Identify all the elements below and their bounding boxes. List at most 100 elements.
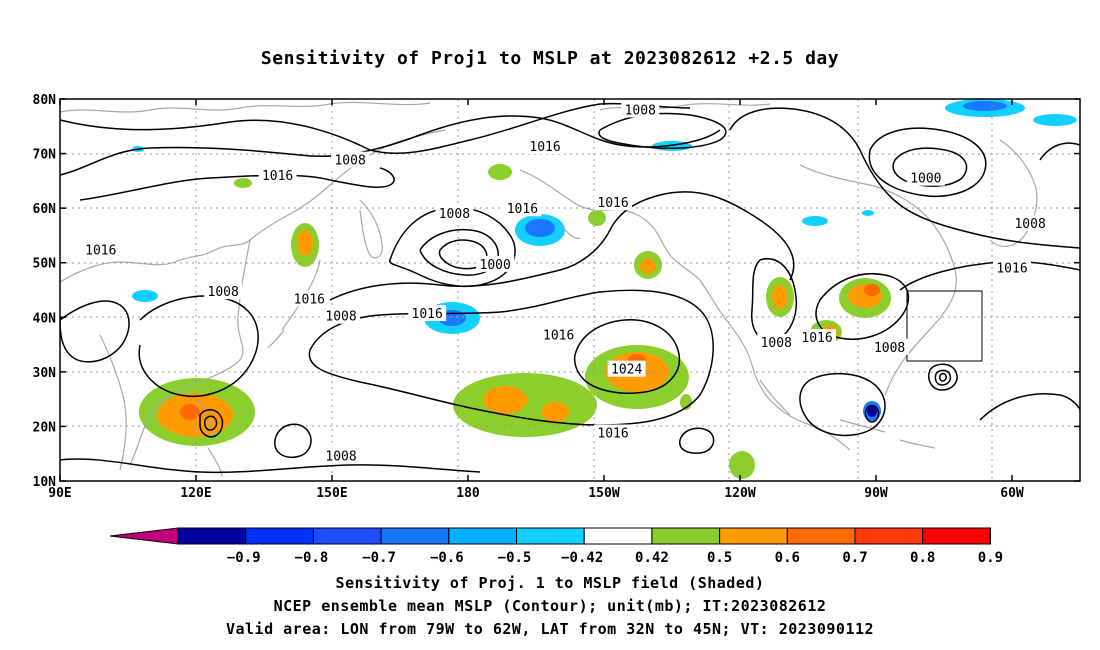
contour-label: 1024	[611, 363, 642, 378]
contour-label-background	[204, 283, 243, 300]
lat-tick-label: 40N	[33, 311, 57, 326]
caption-shading: Sensitivity of Proj. 1 to MSLP field (Sh…	[335, 574, 765, 592]
contour-label: 1016	[543, 328, 574, 343]
negative-sensitivity-area	[862, 210, 874, 216]
lon-tick-label: 120W	[724, 486, 755, 501]
lat-tick-label: 50N	[33, 257, 57, 272]
lat-tick-label: 80N	[33, 93, 57, 108]
contour-label: 1016	[85, 244, 116, 259]
positive-sensitivity-area	[588, 210, 606, 226]
isobar	[274, 423, 312, 459]
contour-label: 1008	[208, 285, 239, 300]
lat-tick-label: 60N	[33, 202, 57, 217]
contour-label-background	[331, 151, 370, 168]
colorbar-label: −0.9	[227, 550, 261, 566]
colorbar-label: 0.8	[910, 550, 935, 566]
lon-tick-label: 90W	[864, 486, 888, 501]
lon-tick-label: 150E	[316, 486, 347, 501]
colorbar-swatch	[854, 527, 924, 545]
contour-label-background	[81, 241, 120, 258]
colorbar-label: −0.6	[430, 550, 464, 566]
contour-label-background	[594, 424, 633, 441]
contour-label-background	[322, 447, 361, 464]
isobar	[679, 427, 715, 454]
contour-label: 1008	[1014, 217, 1045, 232]
coastline-kamchatka	[359, 199, 383, 259]
isobar	[199, 409, 224, 438]
isobar	[60, 300, 130, 363]
contour-label: 1016	[294, 292, 325, 307]
contour-label: 1008	[325, 310, 356, 325]
contour-label: 1016	[996, 262, 1027, 277]
caption-valid-area: Valid area: LON from 79W to 62W, LAT fro…	[225, 620, 875, 638]
lon-tick-label: 150W	[588, 486, 619, 501]
contour-label-background	[503, 200, 542, 217]
lon-tick-label: 90E	[48, 486, 71, 501]
contour-label: 1000	[910, 172, 941, 187]
contour-label: 1000	[480, 258, 511, 273]
contour-label-background	[539, 326, 578, 343]
colorbar-swatch	[380, 527, 450, 545]
contour-label-background	[993, 259, 1031, 276]
isobar	[899, 260, 1080, 291]
contour-label: 1016	[529, 140, 560, 155]
positive-sensitivity-area	[640, 258, 656, 274]
isobar	[60, 458, 481, 474]
isobar	[1039, 142, 1080, 161]
negative-sensitivity-area	[1033, 114, 1077, 126]
contour-label: 1016	[507, 202, 538, 217]
isobar	[979, 393, 1080, 421]
isobar	[60, 115, 721, 176]
lat-tick-label: 70N	[33, 148, 57, 163]
colorbar-swatch	[312, 527, 382, 545]
isobar	[799, 372, 886, 437]
contour-label-background	[870, 338, 909, 355]
valid-area-box	[906, 290, 983, 362]
isobar	[204, 415, 218, 431]
positive-sensitivity-area	[772, 285, 788, 309]
isobar	[729, 107, 1080, 249]
coastline-caribbean	[839, 419, 936, 449]
isobar	[864, 404, 880, 423]
positive-sensitivity-area	[297, 230, 313, 256]
contour-label: 1016	[262, 169, 293, 184]
isobar	[934, 369, 952, 386]
isobar	[389, 207, 516, 288]
caption-contour: NCEP ensemble mean MSLP (Contour); unit(…	[273, 597, 827, 615]
isobar	[928, 363, 958, 391]
colorbar: −0.9 −0.8 −0.7 −0.6 −0.5 −0.42 0.42 0.5 0.6 0.7 0.…	[109, 527, 1003, 566]
positive-sensitivity-area	[864, 284, 880, 296]
contour-label: 1008	[625, 103, 656, 118]
coastline-arctic	[60, 101, 771, 113]
contour-label-background	[435, 205, 474, 222]
lon-tick-label: 180	[456, 486, 480, 501]
contour-label: 1016	[801, 331, 832, 346]
coastline-greenland	[989, 139, 1038, 247]
positive-sensitivity-area	[488, 164, 512, 180]
contour-label-background	[1011, 214, 1050, 231]
isobar	[939, 373, 947, 382]
colorbar-label: 0.9	[978, 550, 1003, 566]
contour-label: 1008	[874, 341, 905, 356]
map-grid	[60, 99, 1080, 481]
positive-sensitivity-area	[180, 404, 200, 420]
contour-label-background	[408, 305, 447, 322]
contour-label: 1016	[412, 307, 443, 322]
contour-label-background	[594, 194, 633, 211]
contour-label-background	[290, 290, 329, 307]
lon-tick-label: 120E	[180, 486, 211, 501]
contour-label: 1008	[325, 449, 356, 464]
lon-tick-label: 60W	[1000, 486, 1024, 501]
negative-sensitivity-area	[525, 219, 555, 237]
contour-label-background	[906, 169, 945, 186]
colorbar-swatch	[245, 527, 314, 545]
colorbar-swatch	[786, 527, 856, 545]
contour-label-background	[258, 166, 297, 183]
contour-label: 1016	[597, 427, 628, 442]
contour-label-background	[526, 138, 565, 155]
colorbar-label: −0.42	[561, 550, 603, 566]
colorbar-label: 0.7	[842, 550, 867, 566]
isobar	[308, 289, 714, 426]
